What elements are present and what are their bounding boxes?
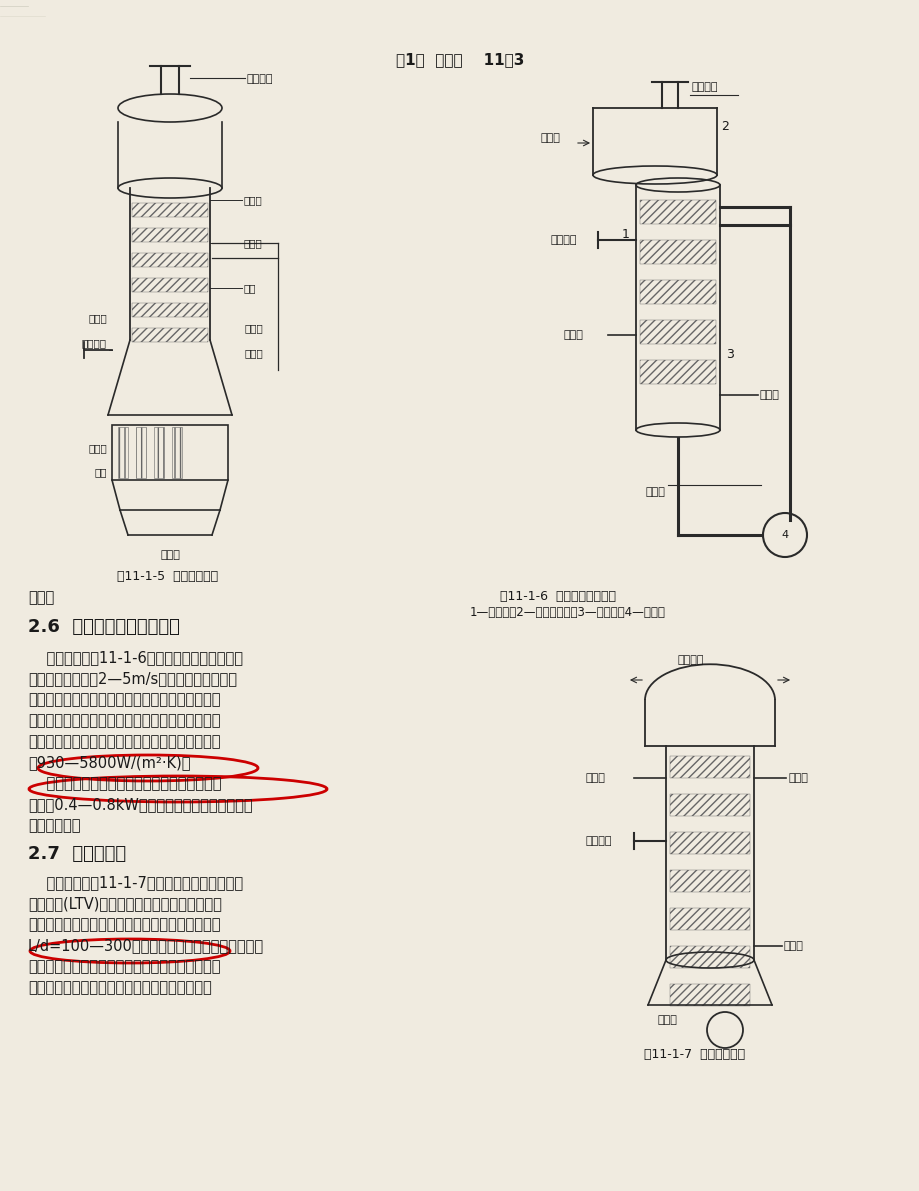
Bar: [669, 984, 749, 1006]
Text: 1: 1: [621, 229, 630, 242]
Bar: [131, 303, 208, 317]
Bar: [669, 833, 749, 854]
Text: 为930—5800W/(m²·K)。: 为930—5800W/(m²·K)。: [28, 755, 190, 771]
Bar: [640, 360, 715, 384]
Text: 2.6  强制循环型长管蒸发器: 2.6 强制循环型长管蒸发器: [28, 618, 180, 636]
Bar: [131, 202, 208, 217]
Text: 消耗为0.4—0.8kW，因而这种蒸发器加热面积不: 消耗为0.4—0.8kW，因而这种蒸发器加热面积不: [28, 797, 253, 812]
Text: 稳流段: 稳流段: [244, 323, 264, 333]
Text: 缩，同时料液在管内流速大，因此适于蒸发有结晶: 缩，同时料液在管内流速大，因此适于蒸发有结晶: [28, 713, 221, 728]
Text: 析出或易结垢面物料。其传热效果好，总传热系数: 析出或易结垢面物料。其传热效果好，总传热系数: [28, 734, 221, 749]
Bar: [136, 428, 146, 478]
Text: 图11-1-7  升膜式蒸发器: 图11-1-7 升膜式蒸发器: [643, 1048, 744, 1061]
Text: 发，料液通过管后，一次即应达到要求，所以要求: 发，料液通过管后，一次即应达到要求，所以要求: [28, 959, 221, 974]
Text: 至沸点，在蒸发室内闪蒸。由于此型设备属管外液: 至沸点，在蒸发室内闪蒸。由于此型设备属管外液: [28, 692, 221, 707]
Bar: [131, 328, 208, 342]
Bar: [669, 794, 749, 816]
Text: 二次蒸汽: 二次蒸汽: [677, 655, 704, 665]
Bar: [131, 227, 208, 242]
Text: 3: 3: [725, 349, 733, 362]
Text: 加热蒸汽: 加热蒸汽: [82, 338, 107, 348]
Text: 2: 2: [720, 119, 728, 132]
Text: 图11-1-5  列文式蒸发器: 图11-1-5 列文式蒸发器: [118, 570, 219, 584]
Text: 4: 4: [780, 530, 788, 540]
Text: 循环管: 循环管: [244, 348, 264, 358]
Bar: [640, 241, 715, 264]
Bar: [153, 428, 164, 478]
Text: 加热蒸汽: 加热蒸汽: [585, 836, 612, 846]
Bar: [640, 320, 715, 344]
Text: 冷凝水: 冷凝水: [783, 941, 803, 950]
Text: 支撑段: 支撑段: [88, 313, 107, 323]
Text: 完成液: 完成液: [585, 773, 606, 782]
Bar: [131, 252, 208, 267]
Text: 换热器一样，不同之处是它的加热管长径比要求为: 换热器一样，不同之处是它的加热管长径比要求为: [28, 917, 221, 933]
Bar: [669, 946, 749, 968]
Text: 减小。: 减小。: [28, 590, 54, 605]
Text: 二次蒸汽: 二次蒸汽: [246, 74, 273, 85]
Text: 1—加热室；2—蒸汽分离室；3—循环管；4—循环泵: 1—加热室；2—蒸汽分离室；3—循环管；4—循环泵: [470, 606, 665, 619]
Text: 冷凝水: 冷凝水: [563, 330, 584, 339]
Bar: [669, 869, 749, 892]
Text: 循环，循环速度达2—5m/s。料液通过加热管热: 循环，循环速度达2—5m/s。料液通过加热管热: [28, 671, 237, 686]
Text: 图11-1-6  强制循环型蒸发器: 图11-1-6 强制循环型蒸发器: [499, 590, 616, 603]
Bar: [118, 428, 128, 478]
Bar: [669, 756, 749, 778]
Text: 2.7  升膜蒸发器: 2.7 升膜蒸发器: [28, 844, 126, 863]
Text: 清洗管: 清洗管: [244, 195, 263, 205]
Text: 宜设计太大。: 宜设计太大。: [28, 818, 81, 833]
Text: 第1章  蒸发器    11－3: 第1章 蒸发器 11－3: [395, 52, 524, 67]
Text: 料液: 料液: [244, 283, 256, 293]
Text: 原料液: 原料液: [657, 1015, 677, 1025]
Bar: [669, 908, 749, 930]
Text: 浓溶液: 浓溶液: [160, 550, 180, 560]
Text: 此型设备动力消耗大，每平方米加热面积动力: 此型设备动力消耗大，每平方米加热面积动力: [28, 777, 221, 791]
Text: 结构示意见图11-1-7。这种蒸发器亦称竖式长: 结构示意见图11-1-7。这种蒸发器亦称竖式长: [28, 875, 243, 890]
Text: 加热蒸汽: 加热蒸汽: [550, 235, 577, 245]
Text: 完成液: 完成液: [540, 133, 561, 143]
Text: 原料液: 原料液: [759, 389, 779, 400]
Text: 完成液: 完成液: [789, 773, 808, 782]
Text: 二次蒸汽: 二次蒸汽: [691, 82, 718, 92]
Text: 蒸发室: 蒸发室: [244, 238, 263, 248]
Text: L/d=100—300，这是因为这种蒸发器属于单程蒸: L/d=100—300，这是因为这种蒸发器属于单程蒸: [28, 939, 264, 953]
Text: 加热室: 加热室: [88, 443, 107, 453]
Text: 管蒸发器(LTV)、热虹吸蒸发器。其结构和列管: 管蒸发器(LTV)、热虹吸蒸发器。其结构和列管: [28, 896, 221, 911]
Bar: [640, 280, 715, 304]
Bar: [112, 425, 228, 480]
Text: 管长较大。二次蒸气在管内流速很大，常压下为: 管长较大。二次蒸气在管内流速很大，常压下为: [28, 980, 211, 994]
Text: 凝液: 凝液: [95, 467, 107, 478]
Text: 原料液: 原料液: [645, 487, 665, 497]
Bar: [640, 200, 715, 224]
Bar: [131, 278, 208, 292]
Bar: [172, 428, 182, 478]
Text: 结构示意见图11-1-6。其特点是料液靠泵强制: 结构示意见图11-1-6。其特点是料液靠泵强制: [28, 650, 243, 665]
